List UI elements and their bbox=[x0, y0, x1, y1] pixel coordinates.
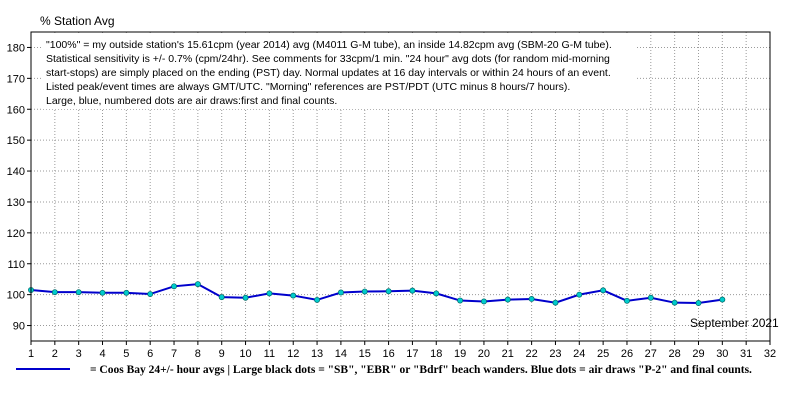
x-tick-label: 19 bbox=[454, 348, 466, 360]
x-tick-label: 8 bbox=[195, 348, 201, 360]
x-tick-label: 4 bbox=[99, 348, 105, 360]
note-line: "100%" = my outside station's 15.61cpm (… bbox=[46, 39, 612, 51]
x-tick-label: 14 bbox=[335, 348, 347, 360]
x-tick-label: 30 bbox=[716, 348, 728, 360]
data-point bbox=[504, 296, 511, 303]
x-tick-label: 7 bbox=[171, 348, 177, 360]
data-point bbox=[552, 299, 559, 306]
x-tick-label: 31 bbox=[740, 348, 752, 360]
data-point bbox=[457, 297, 464, 304]
series-line bbox=[30, 283, 723, 304]
x-tick-label: 20 bbox=[478, 348, 490, 360]
y-tick-label: 130 bbox=[7, 197, 25, 209]
period-label: September 2021 bbox=[690, 316, 779, 330]
x-tick-label: 3 bbox=[76, 348, 82, 360]
y-tick-label: 180 bbox=[7, 42, 25, 54]
data-point bbox=[75, 289, 82, 296]
y-tick-label: 90 bbox=[13, 321, 25, 333]
data-point bbox=[194, 281, 201, 288]
x-tick-label: 5 bbox=[123, 348, 129, 360]
data-point bbox=[290, 292, 297, 299]
x-tick-label: 28 bbox=[669, 348, 681, 360]
y-tick-label: 140 bbox=[7, 166, 25, 178]
x-tick-label: 24 bbox=[573, 348, 585, 360]
x-tick-label: 23 bbox=[549, 348, 561, 360]
x-tick-label: 12 bbox=[287, 348, 299, 360]
y-tick-label: 160 bbox=[7, 104, 25, 116]
note-line: Large, blue, numbered dots are air draws… bbox=[46, 95, 337, 107]
y-tick-label: 170 bbox=[7, 73, 25, 85]
x-tick-label: 29 bbox=[692, 348, 704, 360]
y-tick-label: 100 bbox=[7, 290, 25, 302]
data-point bbox=[624, 297, 630, 304]
legend-text: = Coos Bay 24+/- hour avgs | Large black… bbox=[90, 364, 752, 376]
x-tick-label: 25 bbox=[597, 348, 609, 360]
note-line: Statistical sensitivity is +/- 0.7% (cpm… bbox=[46, 53, 610, 65]
y-tick-label: 120 bbox=[7, 228, 25, 240]
data-point bbox=[719, 296, 726, 303]
data-point bbox=[409, 287, 416, 294]
data-point bbox=[695, 300, 702, 306]
x-tick-label: 21 bbox=[502, 348, 514, 360]
note-line: Listed peak/event times are always GMT/U… bbox=[46, 81, 570, 93]
x-tick-label: 22 bbox=[525, 348, 537, 360]
data-point bbox=[314, 296, 321, 303]
data-point bbox=[266, 290, 273, 297]
notes-background bbox=[41, 35, 636, 109]
x-tick-label: 16 bbox=[382, 348, 394, 360]
axis-ticks: 1 2 3 4 5 6 7 8 9 10 11 12 13 14 15 16 17 18 19 20 21 22 23 24 2… bbox=[7, 42, 776, 360]
y-tick-label: 110 bbox=[7, 259, 25, 271]
plot-frame bbox=[30, 31, 771, 342]
x-tick-label: 10 bbox=[239, 348, 251, 360]
y-tick-label: 150 bbox=[7, 135, 25, 147]
x-tick-label: 13 bbox=[311, 348, 323, 360]
y-axis-title: % Station Avg bbox=[40, 14, 115, 28]
x-tick-label: 26 bbox=[621, 348, 633, 360]
x-tick-label: 6 bbox=[147, 348, 153, 360]
data-point bbox=[337, 289, 344, 296]
data-point bbox=[123, 289, 130, 296]
data-point bbox=[433, 290, 440, 297]
x-tick-label: 17 bbox=[406, 348, 418, 360]
data-point bbox=[51, 289, 58, 296]
data-point bbox=[576, 291, 583, 298]
x-tick-label: 9 bbox=[219, 348, 225, 360]
x-tick-label: 18 bbox=[430, 348, 442, 360]
x-tick-label: 1 bbox=[28, 348, 34, 360]
data-point bbox=[600, 287, 607, 294]
x-tick-label: 11 bbox=[264, 348, 275, 360]
data-point bbox=[242, 294, 249, 301]
x-tick-label: 2 bbox=[52, 348, 58, 360]
data-point bbox=[218, 294, 225, 301]
data-point bbox=[528, 296, 535, 302]
data-point bbox=[147, 291, 154, 297]
x-tick-label: 15 bbox=[359, 348, 371, 360]
note-line: start-stops) are simply placed on the en… bbox=[46, 67, 611, 79]
data-point bbox=[171, 283, 177, 290]
data-point bbox=[671, 299, 678, 306]
notes-box: "100%" = my outside station's 15.61cpm (… bbox=[41, 35, 636, 109]
series-layer bbox=[28, 281, 726, 306]
x-tick-label: 27 bbox=[645, 348, 657, 360]
data-point bbox=[385, 288, 392, 295]
data-point bbox=[647, 294, 654, 301]
x-tick-label: 32 bbox=[764, 348, 776, 360]
data-point bbox=[361, 288, 368, 295]
data-point bbox=[480, 298, 487, 305]
data-point bbox=[99, 289, 106, 296]
